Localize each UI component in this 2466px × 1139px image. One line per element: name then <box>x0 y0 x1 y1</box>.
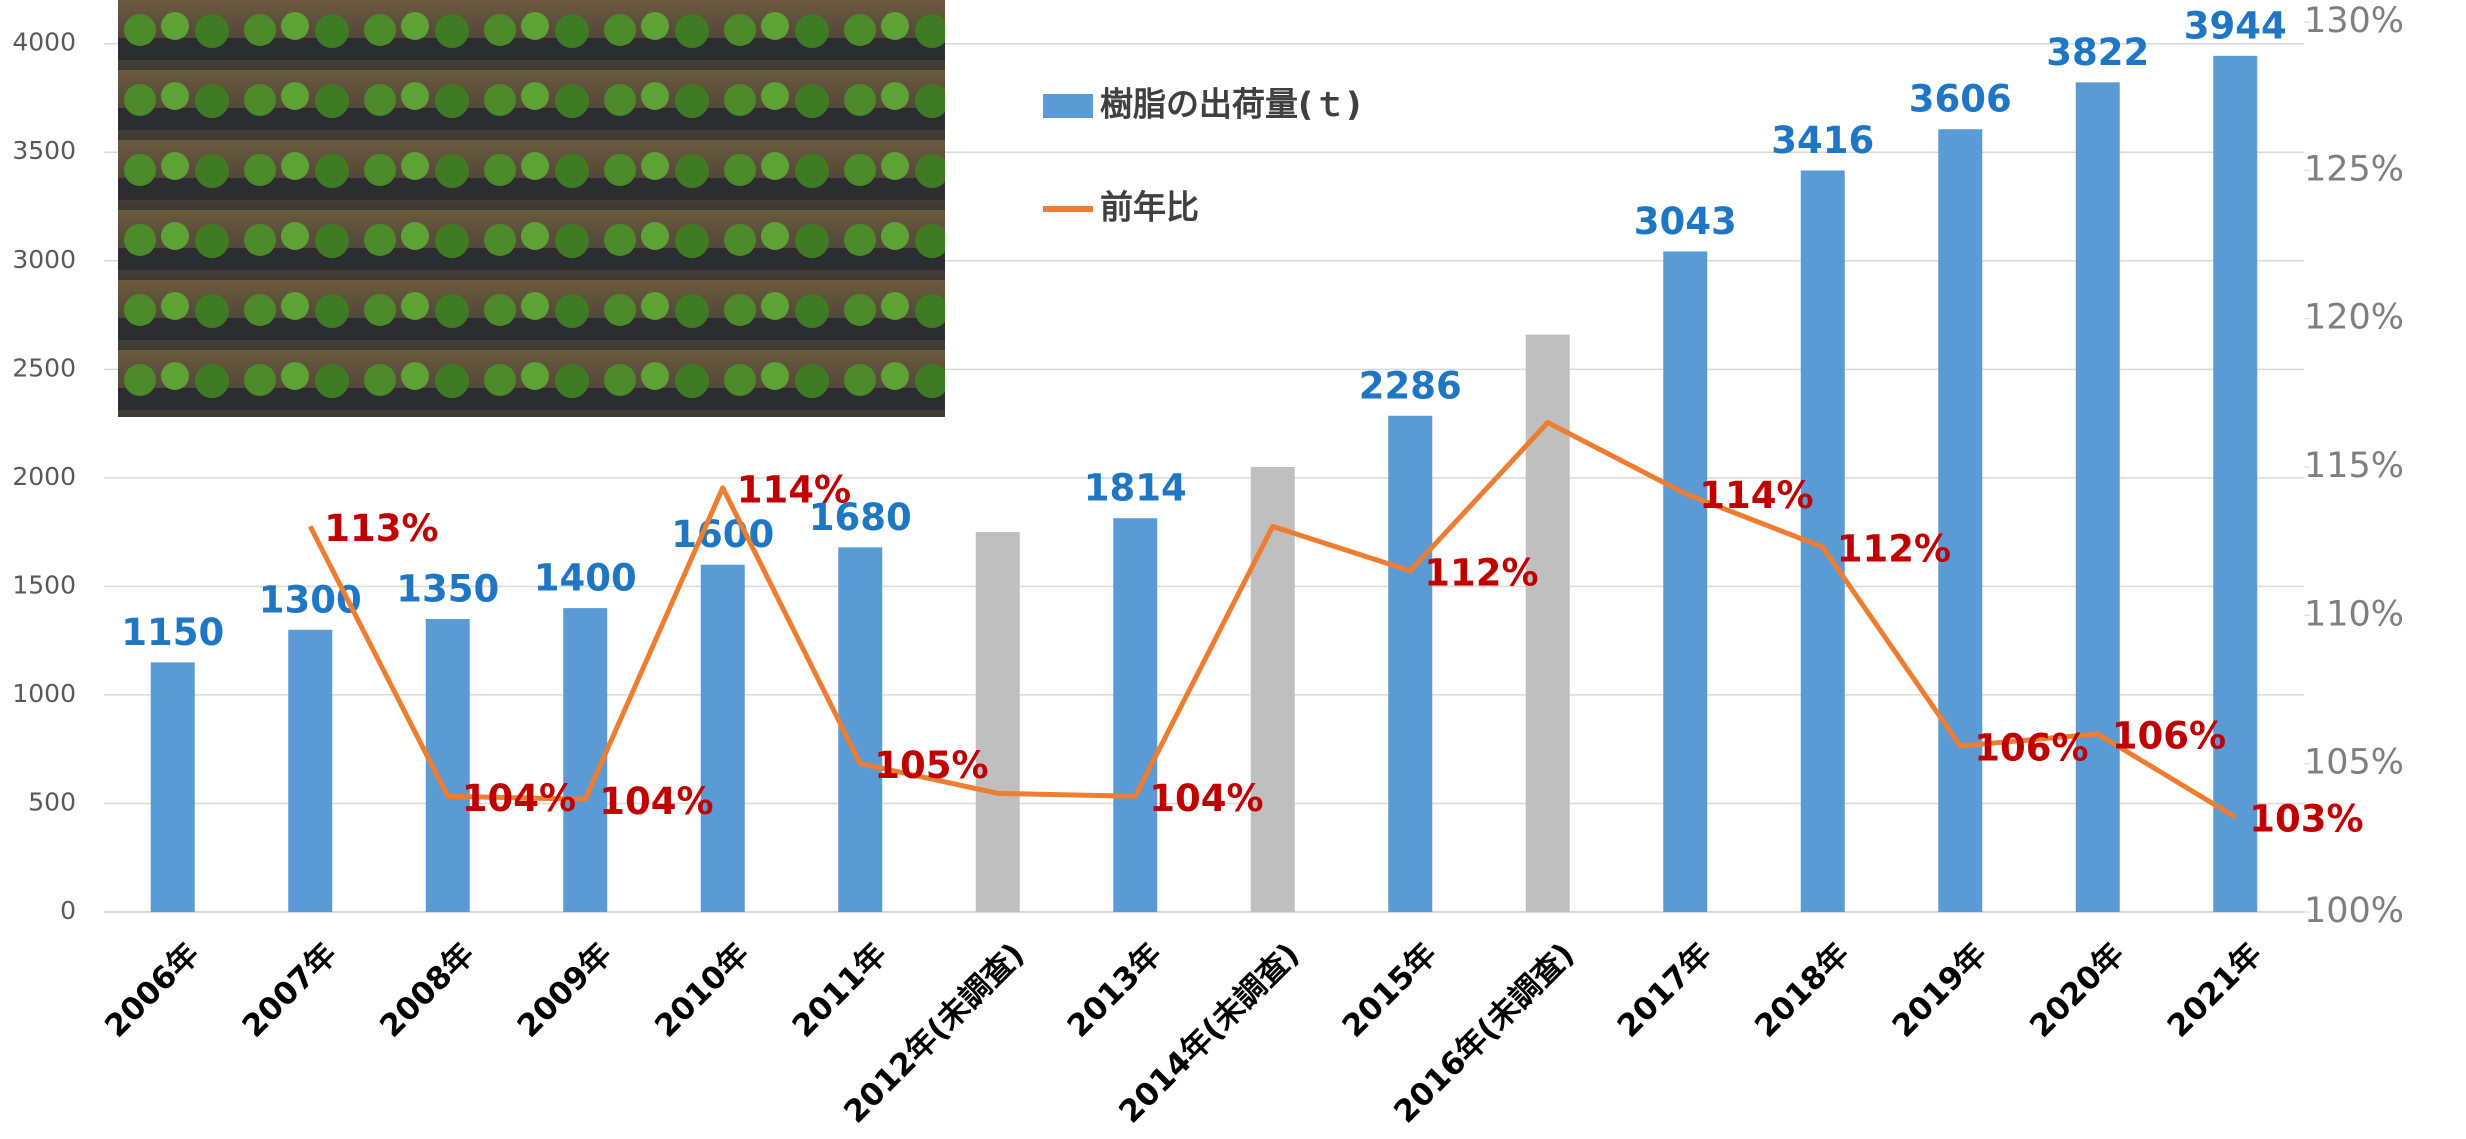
x-tick-label: 2008年 <box>373 936 481 1044</box>
y-tick-label: 500 <box>28 787 76 816</box>
data-label: 114% <box>737 468 851 511</box>
data-label: 3822 <box>2046 31 2149 74</box>
y-tick-label: 3000 <box>12 245 76 274</box>
data-label: 1150 <box>121 611 224 654</box>
x-tick-label: 2006年 <box>98 936 206 1044</box>
data-label: 106% <box>2112 715 2226 758</box>
legend-swatch <box>1043 94 1093 118</box>
data-label: 113% <box>324 507 438 550</box>
bar <box>1938 129 1982 912</box>
data-label: 112% <box>1837 528 1951 571</box>
bar <box>1388 416 1432 912</box>
y-tick-label: 1500 <box>12 570 76 599</box>
data-label: 104% <box>462 777 576 820</box>
legend-label: 樹脂の出荷量(ｔ) <box>1100 85 1361 124</box>
x-tick-label: 2020年 <box>2023 936 2131 1044</box>
x-tick-label: 2013年 <box>1061 936 1169 1044</box>
x-tick-label: 2015年 <box>1336 936 1444 1044</box>
data-label: 3043 <box>1634 200 1737 243</box>
y2-tick-label: 105% <box>2304 743 2404 783</box>
y2-tick-label: 130% <box>2304 1 2404 41</box>
data-label: 1814 <box>1084 467 1187 510</box>
y2-tick-label: 125% <box>2304 149 2404 189</box>
y2-tick-label: 115% <box>2304 446 2404 486</box>
y-tick-label: 0 <box>60 896 76 925</box>
data-label: 105% <box>874 744 988 787</box>
data-label: 1600 <box>671 513 774 556</box>
y2-tick-label: 100% <box>2304 891 2404 931</box>
bar <box>2076 82 2120 912</box>
legend: 樹脂の出荷量(ｔ) 前年比 <box>1043 85 1361 227</box>
data-label: 3416 <box>1771 119 1874 162</box>
bar <box>2213 56 2257 912</box>
y-tick-label: 2500 <box>12 353 76 382</box>
x-tick-label: 2019年 <box>1886 936 1994 1044</box>
x-tick-label: 2009年 <box>511 936 619 1044</box>
data-label: 2286 <box>1359 364 1462 407</box>
data-label: 104% <box>599 780 713 823</box>
y2-tick-label: 120% <box>2304 298 2404 338</box>
bar <box>701 565 745 912</box>
data-label: 3606 <box>1909 78 2012 121</box>
bar <box>1663 251 1707 912</box>
data-label: 112% <box>1424 551 1538 594</box>
data-label: 106% <box>1974 726 2088 769</box>
bar <box>1113 518 1157 912</box>
data-label: 104% <box>1149 777 1263 820</box>
bar <box>151 662 195 912</box>
data-label: 1350 <box>396 567 499 610</box>
y-tick-label: 4000 <box>12 28 76 57</box>
x-tick-label: 2010年 <box>648 936 756 1044</box>
data-label: 1400 <box>534 557 637 600</box>
data-label: 114% <box>1699 474 1813 517</box>
y-tick-label: 2000 <box>12 462 76 491</box>
x-tick-label: 2021年 <box>2161 936 2269 1044</box>
bar <box>288 630 332 912</box>
data-label: 3944 <box>2184 4 2287 47</box>
y-tick-label: 1000 <box>12 679 76 708</box>
legend-label: 前年比 <box>1100 188 1199 227</box>
chart: 0 500 1000 1500 2000 2500 3000 3500 4000 100% 105%… <box>0 0 2466 1139</box>
x-tick-label: 2017年 <box>1611 936 1719 1044</box>
x-tick-label: 2018年 <box>1748 936 1856 1044</box>
y-tick-label: 3500 <box>12 136 76 165</box>
x-tick-label: 2007年 <box>236 936 344 1044</box>
bar <box>976 532 1020 912</box>
x-tick-label: 2011年 <box>786 936 894 1044</box>
photo <box>118 0 945 417</box>
y2-tick-label: 110% <box>2304 594 2404 634</box>
data-label: 103% <box>2249 798 2363 841</box>
